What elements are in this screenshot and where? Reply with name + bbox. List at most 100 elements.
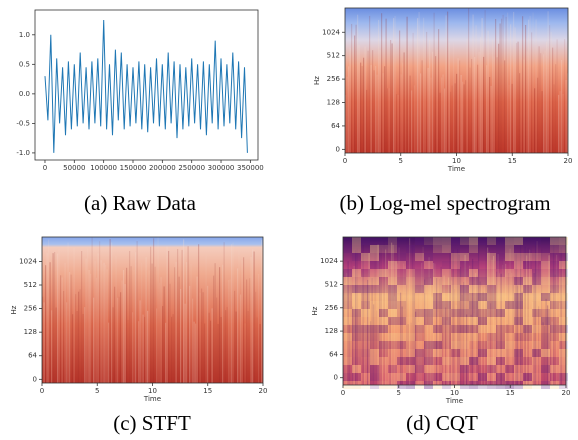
spectrogram-texture — [228, 279, 230, 383]
spectrogram-texture — [370, 341, 379, 349]
spectrogram-texture — [352, 301, 361, 309]
spectrogram-texture — [153, 238, 155, 383]
spectrogram-texture — [557, 323, 559, 385]
spectrogram-texture — [371, 277, 373, 385]
spectrogram-texture — [505, 263, 507, 385]
spectrogram-texture — [382, 293, 384, 385]
spectrogram-texture — [453, 42, 455, 153]
spectrogram-texture — [415, 285, 424, 293]
spectrogram-texture — [400, 74, 402, 153]
spectrogram-texture — [379, 373, 388, 381]
x-tick-label: 0 — [343, 157, 347, 165]
spectrogram-texture — [469, 285, 478, 293]
spectrogram-texture — [430, 77, 432, 153]
spectrogram-texture — [388, 269, 397, 277]
spectrogram-texture — [487, 309, 496, 317]
spectrogram-texture — [424, 237, 433, 245]
spectrogram-texture — [514, 333, 523, 341]
spectrogram-texture — [69, 272, 71, 383]
spectrogram-texture — [429, 39, 431, 153]
spectrogram-texture — [361, 253, 370, 261]
x-tick-label: 300000 — [208, 164, 235, 172]
spectrogram-texture — [424, 325, 433, 333]
spectrogram-texture — [457, 249, 459, 385]
spectrogram-texture — [525, 24, 527, 154]
spectrogram-texture — [469, 357, 478, 365]
spectrogram-texture — [415, 325, 424, 333]
spectrogram-texture — [550, 293, 559, 301]
y-tick-label: 64 — [28, 352, 37, 360]
spectrogram-texture — [388, 285, 397, 293]
spectrogram-texture — [397, 94, 399, 153]
spectrogram-texture — [370, 357, 379, 365]
spectrogram-texture — [481, 18, 483, 154]
spectrogram-texture — [343, 317, 352, 325]
spectrogram-texture — [172, 314, 174, 383]
spectrogram-texture — [388, 341, 397, 349]
spectrogram-texture — [368, 252, 370, 385]
spectrogram-texture — [451, 373, 460, 381]
spectrogram-texture — [478, 325, 487, 333]
spectrogram-texture — [417, 18, 419, 154]
spectrogram-texture — [352, 253, 361, 261]
spectrogram-texture — [406, 237, 415, 245]
spectrogram-texture — [478, 341, 487, 349]
spectrogram-texture — [451, 285, 460, 293]
spectrogram-texture — [142, 314, 144, 383]
spectrogram-texture — [460, 245, 469, 253]
spectrogram-texture — [370, 373, 379, 381]
spectrogram-texture — [424, 269, 433, 277]
spectrogram-texture — [498, 43, 500, 153]
spectrogram-texture — [388, 301, 397, 309]
spectrogram-texture — [445, 15, 447, 153]
spectrogram-texture — [460, 237, 469, 245]
spectrogram-texture — [451, 325, 460, 333]
spectrogram-texture — [379, 325, 388, 333]
spectrogram-texture — [477, 64, 479, 153]
spectrogram-texture — [87, 248, 89, 383]
spectrogram-texture — [49, 262, 51, 383]
spectrogram-texture — [523, 269, 532, 277]
spectrogram-texture — [72, 314, 74, 383]
spectrogram-texture — [52, 253, 54, 383]
spectrogram-texture — [397, 357, 406, 365]
spectrogram-texture — [406, 301, 415, 309]
spectrogram-texture — [478, 301, 487, 309]
spectrogram-texture — [469, 317, 478, 325]
spectrogram-texture — [544, 50, 546, 154]
spectrogram-texture — [415, 253, 424, 261]
spectrogram-texture — [132, 312, 134, 383]
spectrogram-texture — [352, 341, 361, 349]
spectrogram-texture — [478, 253, 487, 261]
spectrogram-texture — [505, 357, 514, 365]
spectrogram-texture — [175, 261, 177, 383]
spectrogram-texture — [60, 275, 62, 383]
spectrogram-texture — [433, 317, 442, 325]
spectrogram-texture — [517, 285, 519, 385]
spectrogram-texture — [406, 245, 415, 253]
spectrogram-texture — [550, 365, 559, 373]
spectrogram-texture — [450, 91, 452, 153]
spectrogram-texture — [370, 237, 379, 245]
spectrogram-texture — [433, 285, 442, 293]
spectrogram-texture — [496, 253, 505, 261]
spectrogram-texture — [108, 322, 110, 383]
spectrogram-texture — [550, 333, 559, 341]
spectrogram-texture — [415, 349, 424, 357]
axes-frame — [34, 9, 259, 161]
spectrogram-texture — [541, 333, 550, 341]
x-tick-label: 5 — [399, 157, 403, 165]
spectrogram-texture — [397, 373, 406, 381]
spectrogram-texture — [437, 311, 439, 385]
spectrogram-texture — [460, 357, 469, 365]
spectrogram-texture — [433, 293, 442, 301]
spectrogram-texture — [352, 309, 361, 317]
spectrogram-texture — [469, 349, 478, 357]
spectrogram-texture — [232, 242, 234, 383]
spectrogram-texture — [468, 8, 470, 153]
spectrogram-texture — [442, 365, 451, 373]
spectrogram-texture — [451, 293, 460, 301]
spectrogram-texture — [514, 373, 523, 381]
spectrogram-texture — [401, 306, 403, 385]
spectrogram-texture — [451, 349, 460, 357]
